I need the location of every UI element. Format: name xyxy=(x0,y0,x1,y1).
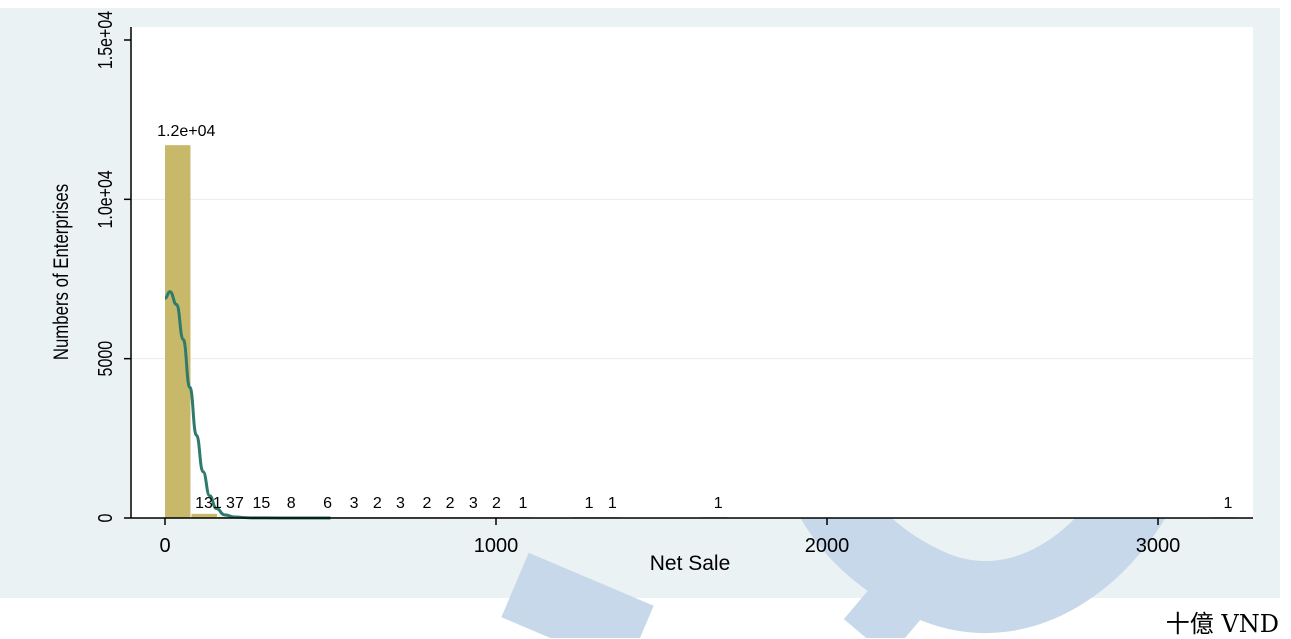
y-tick-label: 1.0e+04 xyxy=(94,170,116,228)
bar-value-label: 37 xyxy=(226,495,244,512)
histogram-bar xyxy=(191,513,217,518)
bar-value-label: 15 xyxy=(253,495,271,512)
x-tick-label: 3000 xyxy=(1136,535,1181,557)
bar-value-label: 1 xyxy=(1224,495,1233,512)
bar-value-label: 3 xyxy=(469,495,478,512)
plot-area xyxy=(131,27,1253,518)
y-tick-label: 0 xyxy=(94,514,116,523)
x-axis-title: Net Sale xyxy=(650,552,731,575)
x-tick-label: 0 xyxy=(159,535,170,557)
bar-value-label: 1 xyxy=(518,495,527,512)
bar-value-label: 1 xyxy=(714,495,723,512)
bar-value-label: 2 xyxy=(422,495,431,512)
histogram-bar xyxy=(165,145,191,518)
unit-note: 十億 VND xyxy=(1165,610,1279,638)
bar-value-label: 2 xyxy=(373,495,382,512)
bar-value-label: 3 xyxy=(396,495,405,512)
gridlines xyxy=(131,198,1253,360)
bar-value-label: 2 xyxy=(492,495,501,512)
axes: 0 5000 1.0e+04 1.5e+04 0 1000 2000 3000 xyxy=(94,11,1180,557)
bar-value-label: 1 xyxy=(608,495,617,512)
bar-value-label: 3 xyxy=(350,495,359,512)
bar-value-label: 6 xyxy=(323,495,332,512)
bar-value-label: 8 xyxy=(287,495,296,512)
bar-value-label: 1.2e+04 xyxy=(157,123,215,140)
y-tick-label: 1.5e+04 xyxy=(94,11,116,69)
y-axis-title: Numbers of Enterprises xyxy=(50,184,73,360)
bar-value-label: 1 xyxy=(585,495,594,512)
bar-value-label: 131 xyxy=(195,495,222,512)
bar-value-label: 2 xyxy=(446,495,455,512)
y-tick-label: 5000 xyxy=(94,341,116,377)
x-tick-label: 1000 xyxy=(474,535,519,557)
x-tick-label: 2000 xyxy=(805,535,850,557)
